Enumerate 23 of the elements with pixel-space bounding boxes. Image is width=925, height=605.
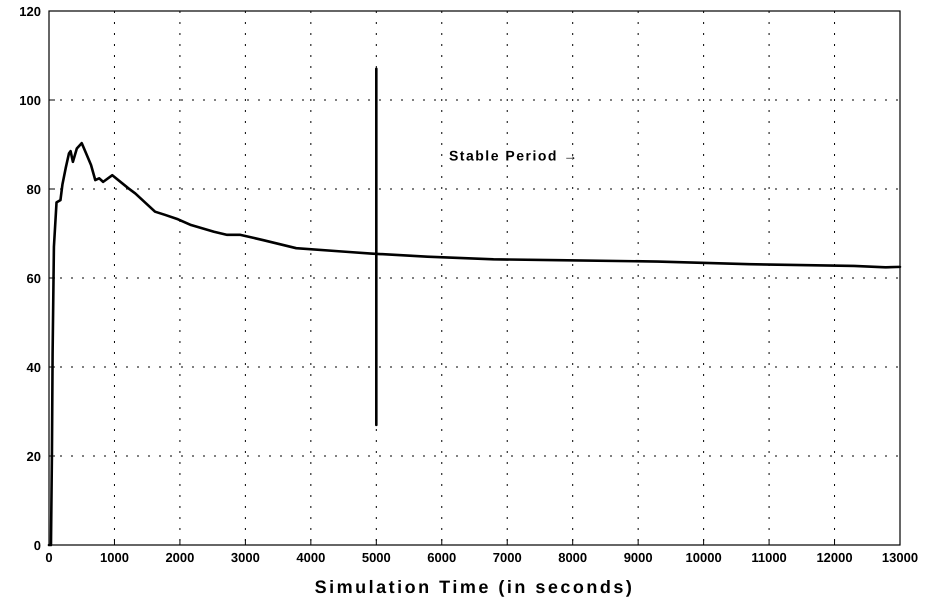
- y-tick-label: 60: [26, 271, 41, 286]
- y-tick-label: 120: [19, 4, 41, 19]
- x-tick-label: 11000: [751, 550, 787, 565]
- x-tick-label: 1000: [100, 550, 129, 565]
- x-tick-label: 2000: [165, 550, 194, 565]
- y-tick-label: 0: [34, 538, 41, 553]
- y-tick-label: 40: [26, 360, 41, 375]
- annotation: Stable Period →: [448, 148, 579, 164]
- x-tick-label: 7000: [492, 550, 522, 565]
- y-tick-label: 80: [26, 182, 41, 197]
- x-tick-label: 3000: [230, 550, 260, 565]
- y-tick-label: 20: [26, 449, 41, 464]
- x-axis-title: Simulation Time (in seconds): [314, 577, 634, 597]
- x-tick-label: 8000: [558, 550, 588, 565]
- x-tick-label: 9000: [624, 550, 653, 565]
- x-tick-label: 0: [45, 550, 53, 565]
- x-tick-label: 5000: [362, 550, 391, 565]
- x-tick-label: 12000: [816, 550, 853, 565]
- y-tick-label: 100: [19, 93, 41, 108]
- x-tick-label: 10000: [686, 550, 722, 565]
- x-tick-label: 13000: [882, 550, 918, 565]
- x-tick-label: 6000: [427, 550, 456, 565]
- x-tick-label: 4000: [296, 550, 326, 565]
